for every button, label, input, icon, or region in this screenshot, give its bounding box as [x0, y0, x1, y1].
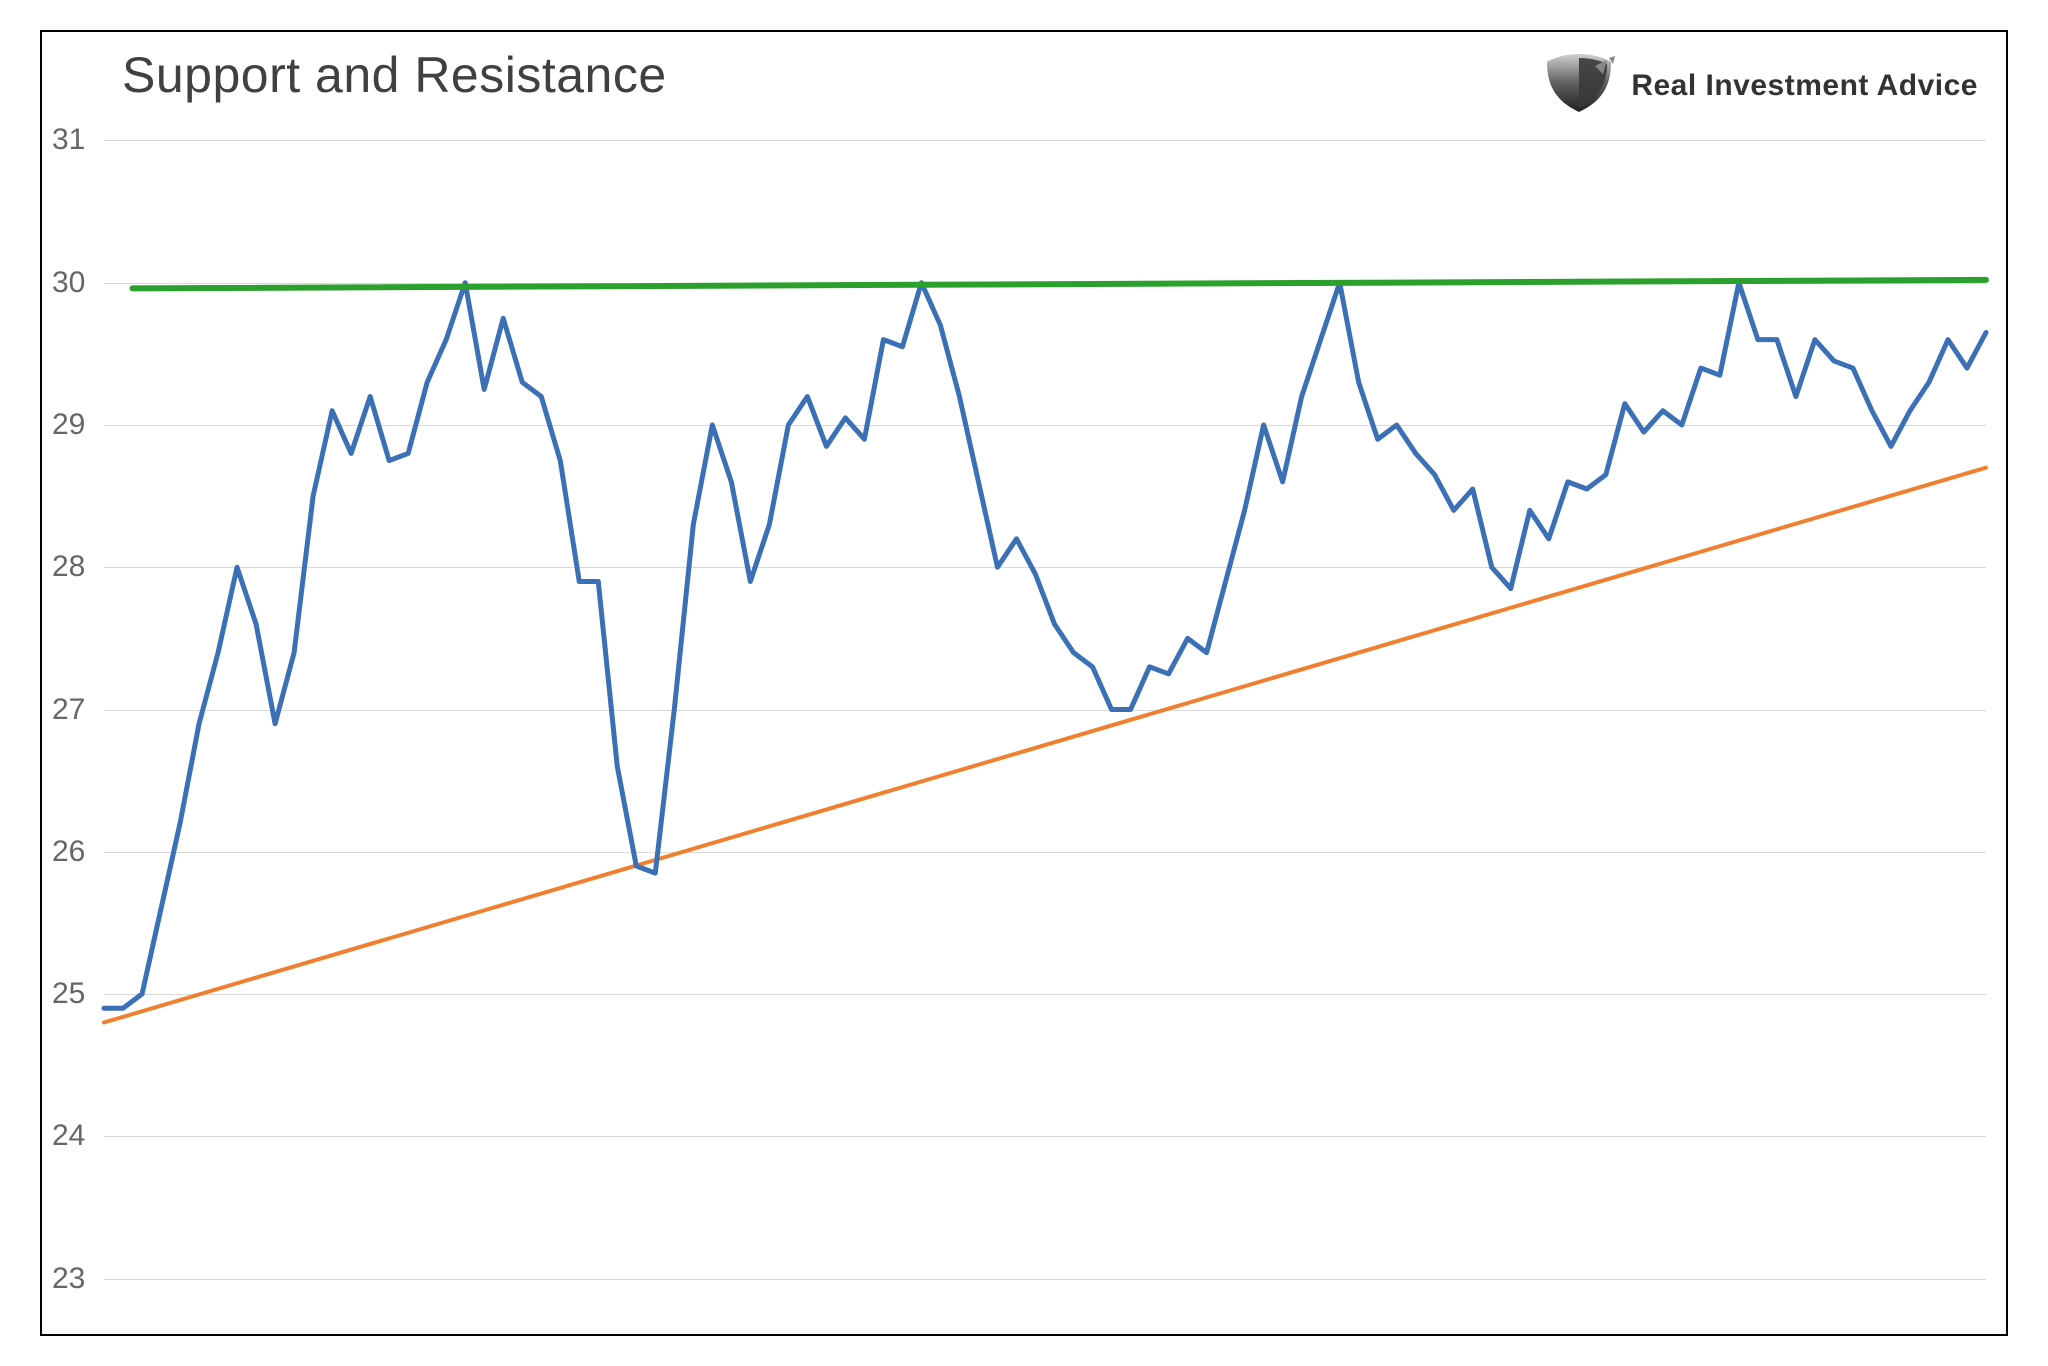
- support-line: [104, 468, 1986, 1023]
- ytick-label: 23: [52, 1262, 85, 1296]
- ytick-label: 25: [52, 977, 85, 1011]
- brand-block: Real Investment Advice: [1541, 50, 1978, 121]
- plot-area: [104, 112, 1986, 1307]
- ytick-label: 31: [52, 123, 85, 157]
- ytick-label: 29: [52, 408, 85, 442]
- ytick-label: 24: [52, 1119, 85, 1153]
- resistance-line: [133, 280, 1986, 289]
- ytick-label: 26: [52, 835, 85, 869]
- brand-text: Real Investment Advice: [1631, 69, 1978, 103]
- ytick-label: 30: [52, 266, 85, 300]
- chart-frame: Support and Resistance: [0, 0, 2048, 1366]
- ytick-label: 27: [52, 693, 85, 727]
- chart-card: Support and Resistance: [40, 30, 2008, 1336]
- chart-title: Support and Resistance: [122, 46, 667, 104]
- ytick-label: 28: [52, 550, 85, 584]
- brand-logo-icon: [1541, 50, 1617, 121]
- price-line: [104, 283, 1986, 1009]
